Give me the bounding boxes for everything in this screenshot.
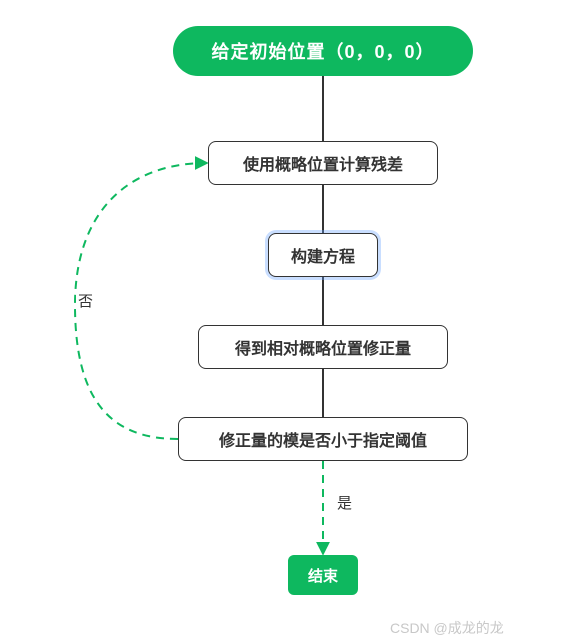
step2-node: 构建方程 — [268, 233, 378, 277]
end-label: 结束 — [308, 565, 338, 586]
end-node: 结束 — [288, 555, 358, 595]
step3-node: 得到相对概略位置修正量 — [198, 325, 448, 369]
step1-node: 使用概略位置计算残差 — [208, 141, 438, 185]
start-label: 给定初始位置（0，0，0） — [211, 38, 434, 64]
edge-label-no: 否 — [76, 290, 95, 311]
edge-label-yes: 是 — [335, 492, 354, 513]
watermark-text: CSDN @成龙的龙 — [390, 618, 504, 638]
step1-label: 使用概略位置计算残差 — [243, 151, 403, 175]
flowchart-connectors — [0, 0, 588, 642]
step4-node: 修正量的模是否小于指定阈值 — [178, 417, 468, 461]
step4-label: 修正量的模是否小于指定阈值 — [219, 427, 427, 451]
step3-label: 得到相对概略位置修正量 — [235, 335, 411, 359]
start-node: 给定初始位置（0，0，0） — [173, 26, 473, 76]
step2-label: 构建方程 — [291, 243, 355, 267]
